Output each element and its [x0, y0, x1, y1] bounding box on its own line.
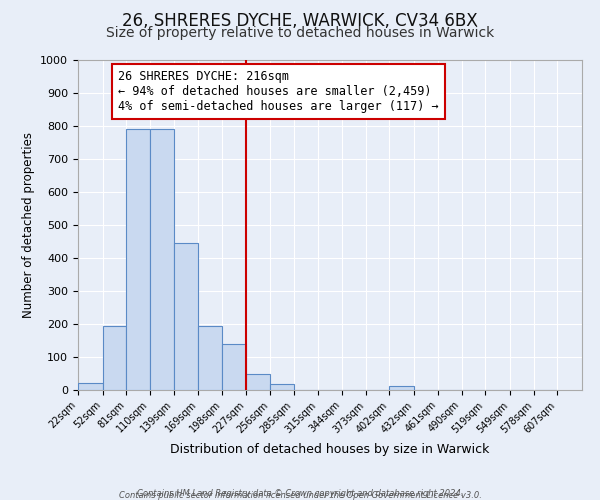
- Bar: [150, 130, 174, 390]
- Bar: [270, 384, 293, 390]
- Bar: [103, 326, 127, 390]
- Bar: [246, 374, 270, 390]
- Text: 26 SHRERES DYCHE: 216sqm
← 94% of detached houses are smaller (2,459)
4% of semi: 26 SHRERES DYCHE: 216sqm ← 94% of detach…: [118, 70, 439, 113]
- Bar: [199, 326, 222, 390]
- Bar: [222, 344, 246, 390]
- Text: Size of property relative to detached houses in Warwick: Size of property relative to detached ho…: [106, 26, 494, 40]
- Bar: [174, 243, 199, 390]
- Text: 26, SHRERES DYCHE, WARWICK, CV34 6BX: 26, SHRERES DYCHE, WARWICK, CV34 6BX: [122, 12, 478, 30]
- Bar: [127, 130, 150, 390]
- Y-axis label: Number of detached properties: Number of detached properties: [22, 132, 35, 318]
- X-axis label: Distribution of detached houses by size in Warwick: Distribution of detached houses by size …: [170, 443, 490, 456]
- Bar: [389, 386, 414, 390]
- Bar: [78, 384, 103, 390]
- Text: Contains HM Land Registry data © Crown copyright and database right 2024.: Contains HM Land Registry data © Crown c…: [137, 488, 463, 498]
- Text: Contains public sector information licensed under the Open Government Licence v3: Contains public sector information licen…: [119, 491, 481, 500]
